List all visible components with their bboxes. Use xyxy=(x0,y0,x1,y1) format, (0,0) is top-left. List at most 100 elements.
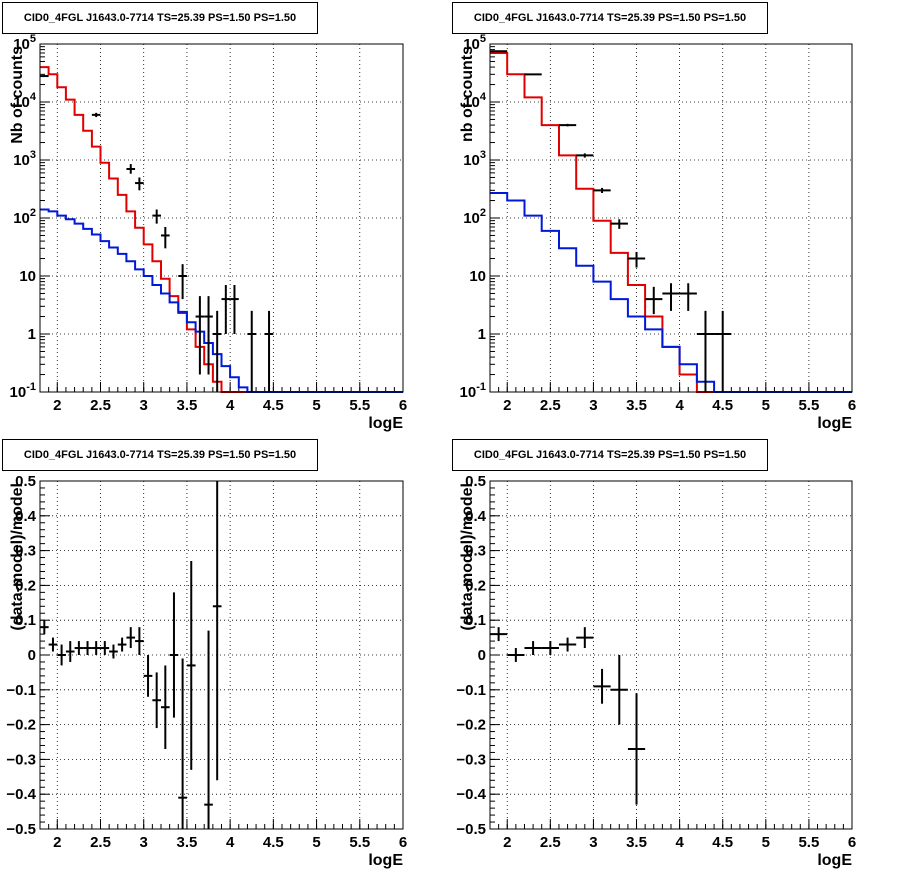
data-point xyxy=(135,177,144,191)
x-axis-label: logE xyxy=(368,852,403,869)
chart-panel-3: 2 2.5 3 3.5 4 4.5 5 5.5 6 −0.5 −0.4 −0.3 −0.2 −0.1 0 0.… xyxy=(6,473,407,869)
data-point xyxy=(178,658,187,829)
chart-title: CID0_4FGL J1643.0-7714 TS=25.39 PS=1.50 … xyxy=(2,439,318,471)
y-tick-label: 102 xyxy=(13,207,36,227)
y-tick-label: −0.3 xyxy=(6,751,36,768)
data-point xyxy=(126,627,136,649)
data-point xyxy=(541,641,559,655)
model-step-line-total-model xyxy=(490,52,749,393)
data-point xyxy=(679,283,697,311)
y-tick-label: 10 xyxy=(469,268,486,285)
x-tick-label: 3.5 xyxy=(626,834,647,851)
data-point xyxy=(91,641,101,655)
data-point xyxy=(264,310,274,392)
y-tick-label: 0.5 xyxy=(15,473,36,490)
y-tick-label: 10-1 xyxy=(460,381,486,401)
chart-title: CID0_4FGL J1643.0-7714 TS=25.39 PS=1.50 … xyxy=(2,2,318,34)
x-tick-label: 4.5 xyxy=(263,834,284,851)
data-point xyxy=(558,637,577,652)
y-axis-label: (data-model)/model xyxy=(459,483,476,631)
x-tick-label: 4.5 xyxy=(712,834,733,851)
data-point xyxy=(507,648,525,662)
x-axis-label: logE xyxy=(368,415,403,432)
data-point xyxy=(126,164,136,174)
chart-title: CID0_4FGL J1643.0-7714 TS=25.39 PS=1.50 … xyxy=(452,2,768,34)
data-point xyxy=(490,627,508,642)
y-tick-label: −0.2 xyxy=(456,717,486,734)
x-tick-label: 6 xyxy=(399,834,407,851)
y-tick-label: −0.1 xyxy=(6,682,36,699)
y-tick-label: −0.2 xyxy=(6,717,36,734)
y-tick-label: 105 xyxy=(13,33,36,53)
y-tick-label: 102 xyxy=(463,207,486,227)
x-tick-label: 2.5 xyxy=(540,834,561,851)
x-tick-label: 2.5 xyxy=(540,397,561,414)
x-tick-label: 6 xyxy=(848,834,856,851)
chart-title: CID0_4FGL J1643.0-7714 TS=25.39 PS=1.50 … xyxy=(452,439,768,471)
x-tick-label: 3.5 xyxy=(176,397,197,414)
y-tick-label: 0.5 xyxy=(465,473,486,490)
data-point xyxy=(714,310,732,392)
x-tick-label: 2 xyxy=(53,834,61,851)
data-point xyxy=(161,665,170,749)
data-point xyxy=(40,620,49,635)
y-tick-label: 0.4 xyxy=(465,508,487,525)
y-tick-label: 0.2 xyxy=(465,577,486,594)
data-point xyxy=(204,296,213,375)
x-tick-label: 4 xyxy=(675,397,684,414)
data-point xyxy=(593,668,611,704)
data-point xyxy=(576,627,594,649)
y-tick-label: −0.3 xyxy=(456,751,486,768)
y-tick-label: −0.1 xyxy=(456,682,486,699)
chart-panel-1: 2 2.5 3 3.5 4 4.5 5 5.5 6 10-1 1 10 102 103 104 105 logE… xyxy=(9,33,407,432)
data-point xyxy=(48,637,58,652)
data-point xyxy=(143,655,153,697)
x-tick-label: 3 xyxy=(140,397,148,414)
data-point xyxy=(490,50,508,53)
data-point xyxy=(109,644,118,659)
x-tick-label: 5.5 xyxy=(349,834,370,851)
x-axis-label: logE xyxy=(817,415,852,432)
y-axis-label: Nb of counts xyxy=(9,46,26,144)
y-tick-label: 0.2 xyxy=(15,577,36,594)
x-tick-label: 2 xyxy=(503,397,511,414)
x-tick-label: 6 xyxy=(848,397,856,414)
y-tick-label: 0.4 xyxy=(15,508,37,525)
data-point xyxy=(524,641,542,655)
y-tick-label: 104 xyxy=(463,91,487,111)
x-tick-label: 2.5 xyxy=(90,397,111,414)
x-tick-label: 4 xyxy=(226,397,235,414)
y-tick-label: 103 xyxy=(463,149,486,169)
x-tick-label: 5 xyxy=(312,834,320,851)
data-point xyxy=(221,284,231,334)
y-tick-label: −0.4 xyxy=(456,786,486,803)
data-point xyxy=(212,310,222,392)
x-tick-label: 5 xyxy=(312,397,320,414)
data-point xyxy=(627,693,646,805)
x-tick-label: 2 xyxy=(53,397,61,414)
y-tick-label: 1 xyxy=(478,326,486,343)
data-point xyxy=(57,644,66,666)
y-tick-label: 103 xyxy=(13,149,36,169)
data-point xyxy=(91,112,101,118)
y-tick-label: 104 xyxy=(13,91,37,111)
y-tick-label: 0 xyxy=(28,647,36,664)
x-tick-label: 3 xyxy=(589,834,597,851)
x-tick-label: 3.5 xyxy=(626,397,647,414)
y-tick-label: −0.4 xyxy=(6,786,36,803)
data-point xyxy=(161,226,170,249)
x-axis-label: logE xyxy=(817,852,852,869)
x-tick-label: 5.5 xyxy=(798,397,819,414)
x-tick-label: 4 xyxy=(675,834,684,851)
y-axis-label: (data-model)/model xyxy=(9,483,26,631)
data-point xyxy=(152,672,161,729)
x-tick-label: 4.5 xyxy=(712,397,733,414)
y-tick-label: −0.5 xyxy=(6,821,36,838)
y-tick-label: 0 xyxy=(478,647,486,664)
plot-frame xyxy=(489,480,853,830)
data-point xyxy=(186,561,196,770)
data-point xyxy=(40,75,49,78)
data-point xyxy=(645,286,663,315)
data-point xyxy=(178,264,187,300)
data-point xyxy=(169,592,179,718)
